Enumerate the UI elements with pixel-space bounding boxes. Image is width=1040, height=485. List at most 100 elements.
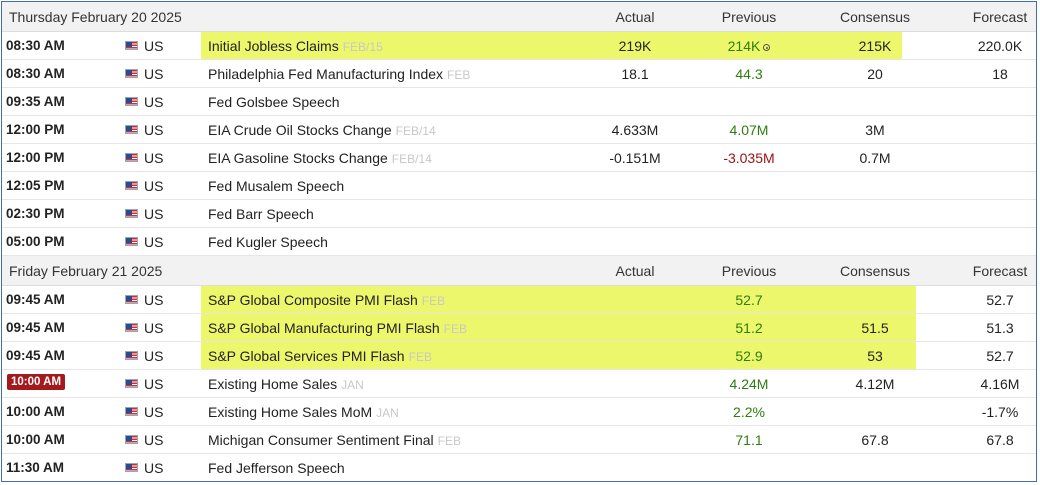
reference-period: JAN <box>376 406 399 420</box>
event-row[interactable]: 10:00 AM US Existing Home Sales MoM JAN 2.2%… <box>2 398 1036 426</box>
event-title[interactable]: EIA Crude Oil Stocks Change <box>208 122 392 138</box>
forecast-value: 18 <box>992 66 1008 82</box>
event-time: 08:30 AM <box>6 66 65 81</box>
actual-value: 219K <box>618 38 652 54</box>
revised-icon[interactable] <box>763 44 771 51</box>
event-name[interactable]: S&P Global Services PMI Flash FEB <box>208 348 432 364</box>
forecast-value: 4.16M <box>980 376 1020 392</box>
country-code: US <box>144 66 164 82</box>
event-name[interactable]: Fed Golsbee Speech <box>208 94 344 110</box>
event-name[interactable]: Initial Jobless Claims FEB/15 <box>208 38 383 54</box>
us-flag-icon <box>125 379 138 388</box>
reference-period: FEB <box>437 434 461 448</box>
event-row[interactable]: 11:30 AM US Fed Jefferson Speech <box>2 454 1036 481</box>
event-name[interactable]: Existing Home Sales JAN <box>208 376 364 392</box>
event-title[interactable]: Fed Golsbee Speech <box>208 94 340 110</box>
event-name[interactable]: Fed Barr Speech <box>208 206 318 222</box>
column-header-previous[interactable]: Previous <box>721 263 777 279</box>
event-row[interactable]: 10:00 AM US Michigan Consumer Sentiment Fi… <box>2 426 1036 454</box>
event-name[interactable]: Existing Home Sales MoM JAN <box>208 404 399 420</box>
event-row[interactable]: 09:35 AM US Fed Golsbee Speech <box>2 88 1036 116</box>
column-header-forecast[interactable]: Forecast <box>972 263 1028 279</box>
event-name[interactable]: S&P Global Manufacturing PMI Flash FEB <box>208 320 467 336</box>
column-header-actual[interactable]: Actual <box>615 263 655 279</box>
event-name[interactable]: EIA Crude Oil Stocks Change FEB/14 <box>208 122 436 138</box>
event-name[interactable]: Fed Jefferson Speech <box>208 460 349 476</box>
event-row[interactable]: 09:45 AM US S&P Global Composite PMI Flash… <box>2 286 1036 314</box>
event-row[interactable]: 05:00 PM US Fed Kugler Speech <box>2 228 1036 256</box>
event-time: 08:30 AM <box>6 38 65 53</box>
event-name[interactable]: Michigan Consumer Sentiment Final FEB <box>208 432 461 448</box>
us-flag-icon <box>125 407 138 416</box>
column-header-previous[interactable]: Previous <box>721 9 777 25</box>
event-title[interactable]: S&P Global Manufacturing PMI Flash <box>208 320 440 336</box>
previous-number: 52.7 <box>735 292 763 308</box>
us-flag-icon <box>125 237 138 246</box>
event-row[interactable]: 09:45 AM US S&P Global Services PMI Flash F… <box>2 342 1036 370</box>
event-time: 09:45 AM <box>6 320 65 335</box>
event-name[interactable]: EIA Gasoline Stocks Change FEB/14 <box>208 150 432 166</box>
event-title[interactable]: Fed Jefferson Speech <box>208 460 345 476</box>
day-title: Thursday February 20 2025 <box>9 9 182 25</box>
column-header-forecast[interactable]: Forecast <box>972 9 1028 25</box>
event-row[interactable]: 12:00 PM US EIA Crude Oil Stocks Change FEB… <box>2 116 1036 144</box>
event-name[interactable]: Fed Kugler Speech <box>208 234 332 250</box>
event-name[interactable]: Fed Musalem Speech <box>208 178 348 194</box>
event-row[interactable]: 02:30 PM US Fed Barr Speech <box>2 200 1036 228</box>
event-title[interactable]: EIA Gasoline Stocks Change <box>208 150 388 166</box>
reference-period: FEB/14 <box>391 152 432 166</box>
event-title[interactable]: S&P Global Services PMI Flash <box>208 348 405 364</box>
country-code: US <box>144 376 164 392</box>
forecast-value: 220.0K <box>977 38 1023 54</box>
previous-number: -3.035M <box>723 150 775 166</box>
event-row[interactable]: 09:45 AM US S&P Global Manufacturing PMI F… <box>2 314 1036 342</box>
event-title[interactable]: Fed Musalem Speech <box>208 178 345 194</box>
event-title[interactable]: Existing Home Sales MoM <box>208 404 373 420</box>
event-row[interactable]: 12:05 PM US Fed Musalem Speech <box>2 172 1036 200</box>
event-time: 10:00 AM <box>6 432 65 447</box>
previous-number: 214K <box>727 38 761 54</box>
event-name[interactable]: S&P Global Composite PMI Flash FEB <box>208 292 445 308</box>
event-title[interactable]: Fed Kugler Speech <box>208 234 328 250</box>
event-title[interactable]: Fed Barr Speech <box>208 206 314 222</box>
row-highlight <box>201 342 916 369</box>
previous-number: 44.3 <box>735 66 763 82</box>
event-time: 10:00 AM <box>6 404 65 419</box>
previous-value: 52.9 <box>694 348 804 364</box>
consensus-value: 67.8 <box>861 432 889 448</box>
event-title[interactable]: S&P Global Composite PMI Flash <box>208 292 418 308</box>
event-row[interactable]: 08:30 AM US Philadelphia Fed Manufacturing… <box>2 60 1036 88</box>
country-code: US <box>144 320 164 336</box>
country-code: US <box>144 234 164 250</box>
event-title[interactable]: Existing Home Sales <box>208 376 338 392</box>
previous-value: 44.3 <box>694 66 804 82</box>
row-highlight <box>201 32 902 59</box>
consensus-value: 0.7M <box>859 150 891 166</box>
previous-value: 52.7 <box>694 292 804 308</box>
row-highlight <box>201 314 916 341</box>
previous-number: 4.24M <box>729 376 769 392</box>
event-row[interactable]: 08:30 AM US Initial Jobless Claims FEB/15 21… <box>2 32 1036 60</box>
event-row[interactable]: 12:00 PM US EIA Gasoline Stocks Change FEB/… <box>2 144 1036 172</box>
country-code: US <box>144 178 164 194</box>
previous-value: 71.1 <box>694 432 804 448</box>
event-time: 09:45 AM <box>6 348 65 363</box>
event-time: 09:45 AM <box>6 292 65 307</box>
day-header: Friday February 21 2025 Actual Previous Con… <box>2 256 1036 286</box>
event-time: 12:05 PM <box>6 178 65 193</box>
us-flag-icon <box>125 41 138 50</box>
event-name[interactable]: Philadelphia Fed Manufacturing Index FEB <box>208 66 470 82</box>
consensus-value: 215K <box>858 38 892 54</box>
column-header-actual[interactable]: Actual <box>615 9 655 25</box>
column-header-consensus[interactable]: Consensus <box>839 263 911 279</box>
us-flag-icon <box>125 69 138 78</box>
event-title[interactable]: Philadelphia Fed Manufacturing Index <box>208 66 444 82</box>
us-flag-icon <box>125 295 138 304</box>
country-code: US <box>144 206 164 222</box>
event-title[interactable]: Michigan Consumer Sentiment Final <box>208 432 434 448</box>
event-row[interactable]: 10:00 AM US Existing Home Sales JAN 4.24M 4.1… <box>2 370 1036 398</box>
consensus-value: 3M <box>865 122 885 138</box>
event-title[interactable]: Initial Jobless Claims <box>208 38 339 54</box>
column-header-consensus[interactable]: Consensus <box>839 9 911 25</box>
